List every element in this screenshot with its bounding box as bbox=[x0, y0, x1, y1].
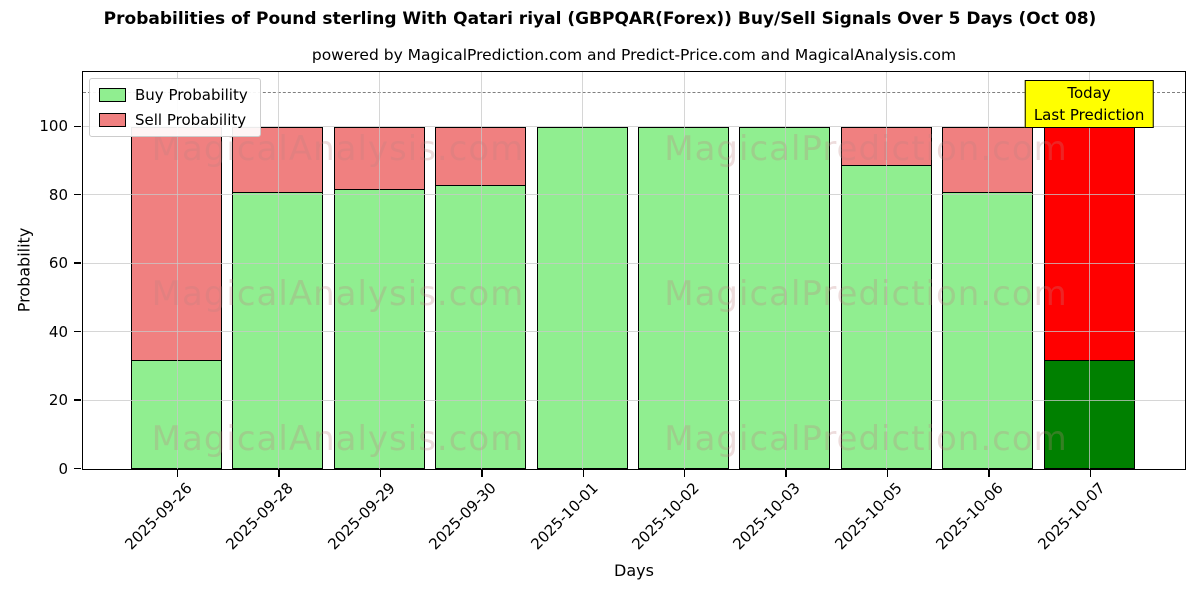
x-tick bbox=[785, 470, 787, 477]
today-annotation-line2: Last Prediction bbox=[1033, 106, 1145, 124]
watermark-text: MagicalAnalysis.com bbox=[151, 274, 525, 314]
x-tick bbox=[481, 470, 483, 477]
gridline-vertical bbox=[176, 72, 178, 469]
gridline-horizontal bbox=[83, 399, 1185, 401]
buy-swatch-icon bbox=[99, 88, 126, 102]
y-tick bbox=[74, 125, 81, 127]
x-tick bbox=[1089, 470, 1091, 477]
x-tick bbox=[582, 470, 584, 477]
y-tick-label: 60 bbox=[48, 254, 68, 273]
legend-entry-sell: Sell Probability bbox=[99, 111, 248, 129]
x-tick bbox=[886, 470, 889, 477]
y-tick-label: 20 bbox=[48, 391, 68, 410]
y-tick-label: 40 bbox=[48, 322, 68, 341]
watermark-text: MagicalPrediction.com bbox=[664, 129, 1068, 169]
watermark-text: MagicalAnalysis.com bbox=[151, 419, 525, 459]
x-tick bbox=[988, 470, 990, 477]
gridline-vertical bbox=[784, 72, 786, 469]
legend-label-sell: Sell Probability bbox=[135, 111, 247, 129]
chart-subtitle: powered by MagicalPrediction.com and Pre… bbox=[311, 46, 957, 64]
y-tick-label: 100 bbox=[39, 117, 68, 136]
gridline-vertical bbox=[886, 72, 888, 469]
dashed-threshold-line bbox=[83, 91, 1185, 93]
sell-swatch-icon bbox=[99, 113, 126, 127]
today-annotation-line1: Today bbox=[1067, 84, 1111, 102]
gridline-horizontal bbox=[83, 194, 1185, 196]
chart-title: Probabilities of Pound sterling With Qat… bbox=[103, 9, 1097, 29]
y-tick bbox=[74, 467, 81, 470]
x-tick bbox=[684, 470, 686, 477]
x-tick bbox=[177, 470, 179, 477]
legend-label-buy: Buy Probability bbox=[135, 86, 248, 104]
x-tick-label: 2025-10-01 bbox=[526, 479, 602, 554]
plot-area: MagicalAnalysis.com MagicalPrediction.com… bbox=[82, 71, 1186, 470]
x-tick-label: 2025-10-05 bbox=[831, 479, 906, 554]
gridline-horizontal bbox=[83, 262, 1185, 264]
y-tick bbox=[74, 399, 81, 401]
gridline-vertical bbox=[582, 72, 584, 469]
today-annotation: Today Last Prediction bbox=[1024, 80, 1154, 128]
y-tick-label: 0 bbox=[58, 459, 68, 478]
y-tick bbox=[74, 330, 81, 333]
gridline-horizontal bbox=[83, 331, 1185, 333]
x-tick bbox=[278, 470, 280, 477]
y-tick bbox=[74, 262, 81, 264]
gridline-vertical bbox=[379, 72, 381, 469]
gridline-vertical bbox=[277, 72, 279, 469]
x-axis-label: Days bbox=[614, 561, 654, 580]
x-tick bbox=[379, 470, 382, 477]
gridline-vertical bbox=[1089, 72, 1091, 469]
gridline-vertical bbox=[480, 72, 482, 469]
legend-entry-buy: Buy Probability bbox=[99, 86, 248, 104]
x-tick-label: 2025-09-29 bbox=[324, 479, 399, 554]
watermark-text: MagicalPrediction.com bbox=[664, 419, 1068, 459]
x-tick-label: 2025-10-07 bbox=[1033, 479, 1109, 554]
y-tick bbox=[74, 193, 81, 196]
gridline-horizontal bbox=[83, 125, 1185, 127]
x-tick-label: 2025-09-26 bbox=[121, 479, 196, 554]
y-tick-label: 80 bbox=[48, 185, 68, 204]
watermark-text: MagicalPrediction.com bbox=[664, 274, 1068, 314]
gridline-vertical bbox=[987, 72, 989, 469]
y-axis-label: Probability bbox=[14, 227, 34, 313]
gridline-vertical bbox=[683, 72, 685, 469]
legend: Buy Probability Sell Probability bbox=[89, 78, 261, 137]
